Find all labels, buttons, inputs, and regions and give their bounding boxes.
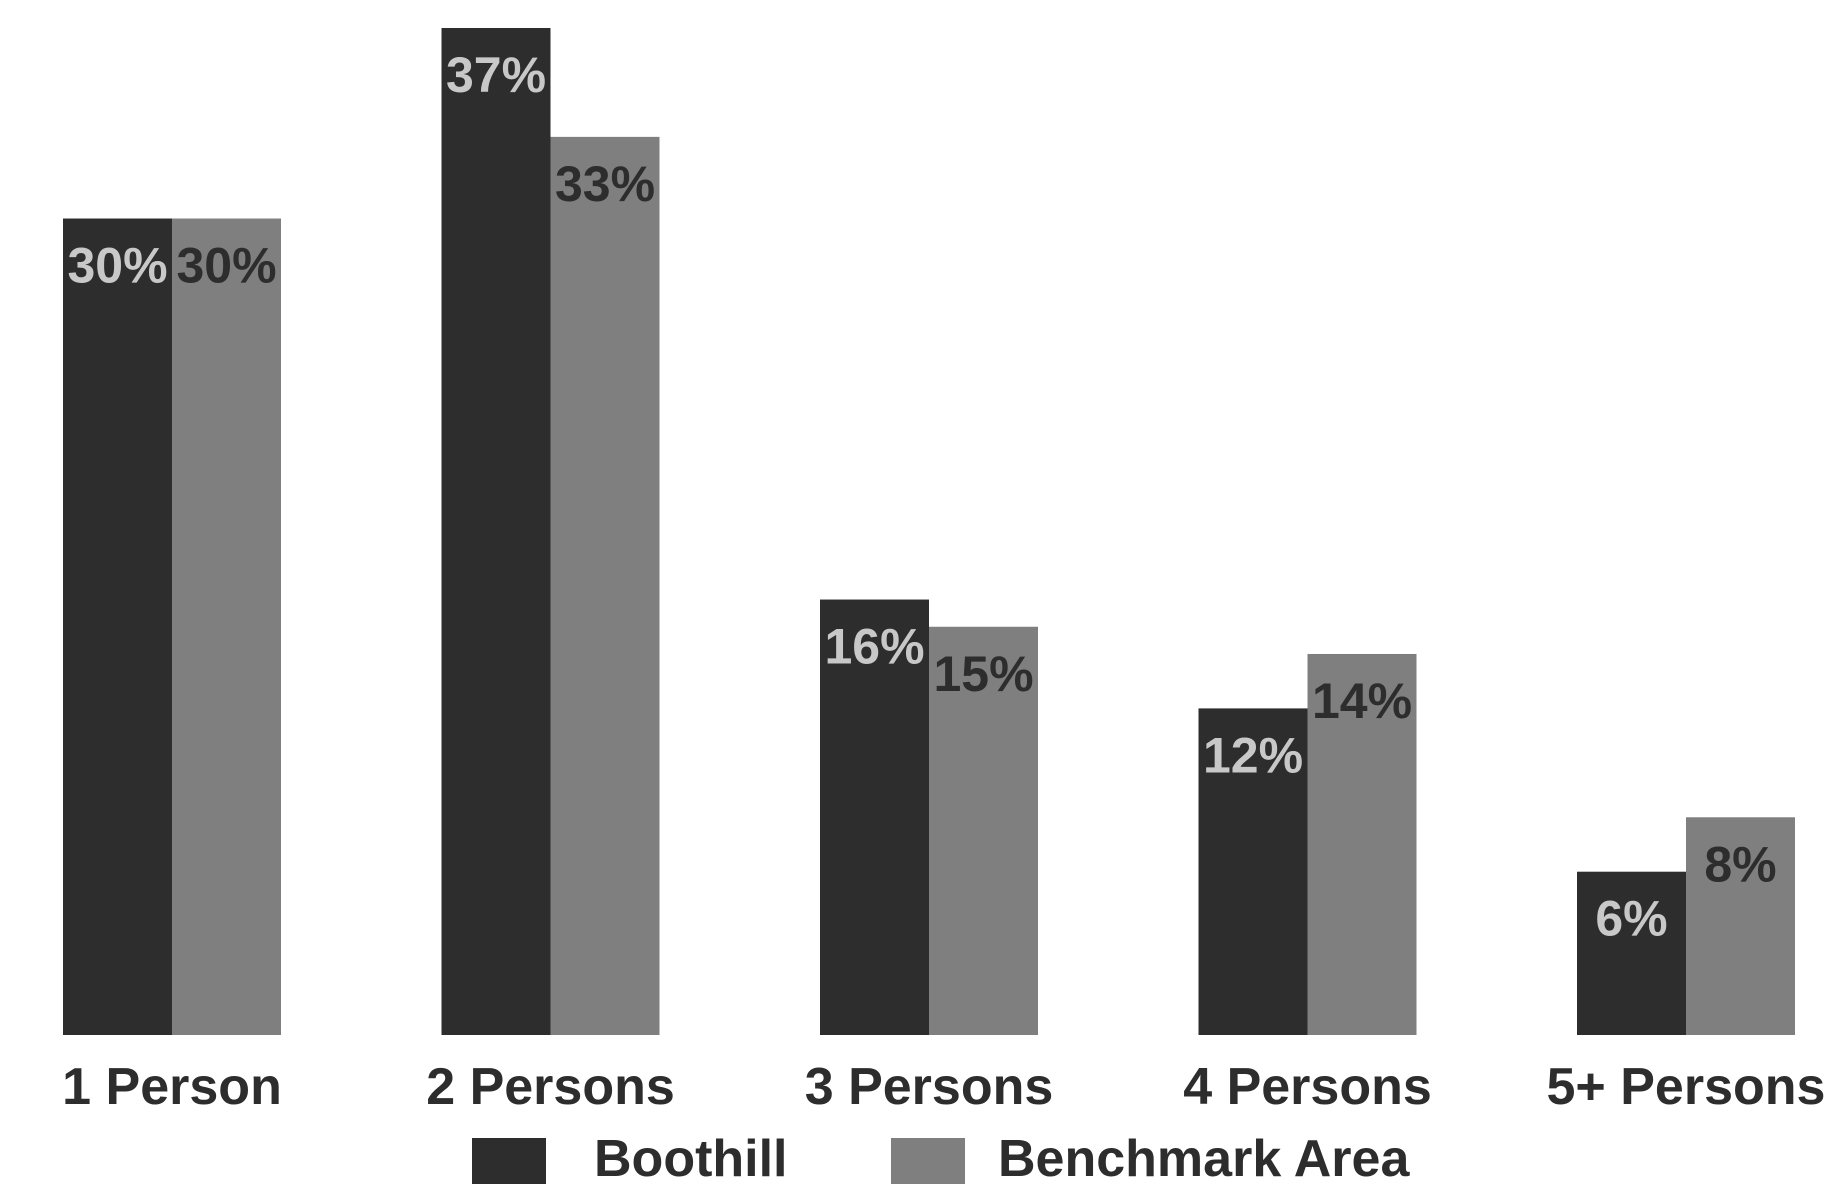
x-tick-label-2-persons: 2 Persons	[426, 1058, 675, 1116]
data-label-benchmark-area-1-person: 30%	[176, 238, 276, 294]
legend: Boothill Benchmark Area	[472, 1130, 1410, 1188]
data-label-boothill-2-persons: 37%	[446, 47, 546, 103]
data-label-benchmark-area-2-persons: 33%	[555, 156, 655, 212]
legend-label-benchmark-area: Benchmark Area	[998, 1130, 1410, 1188]
legend-swatch-benchmark-area	[891, 1138, 965, 1184]
x-tick-label-3-persons: 3 Persons	[805, 1058, 1054, 1116]
data-label-benchmark-area-4-persons: 14%	[1312, 673, 1412, 729]
bar-labels-group: 30% 30% 37%33% 16% 15% 12%14% 6% 8%	[67, 47, 1776, 947]
bar-benchmark-area-4-persons	[1307, 653, 1417, 1035]
bars-group	[63, 28, 1795, 1035]
data-label-benchmark-area-5-persons: 8%	[1704, 836, 1776, 892]
x-tick-label-1-person: 1 Person	[62, 1058, 282, 1116]
bar-boothill-5-persons	[1577, 871, 1686, 1035]
bar-boothill-4-persons	[1198, 708, 1308, 1035]
data-label-boothill-1-person: 30%	[67, 238, 167, 294]
bar-benchmark-area-2-persons	[550, 136, 660, 1035]
bar-benchmark-area-3-persons	[929, 626, 1038, 1035]
data-label-benchmark-area-3-persons: 15%	[933, 646, 1033, 702]
bar-boothill-1-person	[63, 218, 172, 1035]
data-label-boothill-4-persons: 12%	[1203, 727, 1303, 783]
bar-benchmark-area-1-person	[172, 218, 281, 1035]
data-label-boothill-5-persons: 6%	[1595, 891, 1667, 947]
legend-swatch-boothill	[472, 1138, 546, 1184]
bar-benchmark-area-5-persons	[1686, 817, 1795, 1035]
x-tick-label-5-persons: 5+ Persons	[1547, 1058, 1826, 1116]
x-tick-labels-group: 1 Person 2 Persons 3 Persons 4 Persons 5+ Pe…	[62, 1058, 1825, 1116]
legend-label-boothill: Boothill	[594, 1130, 788, 1188]
data-label-boothill-3-persons: 16%	[824, 619, 924, 675]
bar-boothill-2-persons	[441, 28, 551, 1035]
bar-boothill-3-persons	[820, 599, 929, 1035]
x-tick-label-4-persons: 4 Persons	[1183, 1058, 1432, 1116]
